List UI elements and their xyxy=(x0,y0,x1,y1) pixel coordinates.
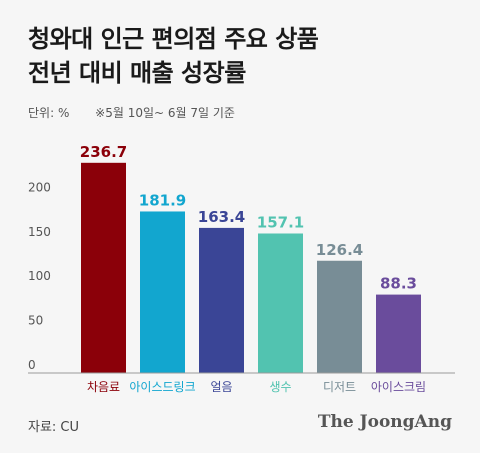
title-line-2: 전년 대비 매출 성장률 xyxy=(28,59,246,87)
bar xyxy=(199,227,244,373)
bar xyxy=(140,211,185,373)
value-label: 157.1 xyxy=(257,213,304,231)
value-label: 163.4 xyxy=(198,208,245,226)
chart-title: 청와대 인근 편의점 주요 상품 전년 대비 매출 성장률 xyxy=(28,22,319,90)
category-label: 아이스드링크 xyxy=(129,380,195,394)
chart-meta: 단위: % ※5월 10일~ 6월 7일 기준 xyxy=(28,104,235,121)
value-label: 126.4 xyxy=(316,241,363,259)
unit-label: 단위: % xyxy=(28,106,70,120)
category-label: 아이스크림 xyxy=(371,380,426,394)
y-tick-label: 0 xyxy=(28,358,36,372)
bar xyxy=(376,294,421,373)
y-tick-label: 200 xyxy=(28,180,51,194)
source-label: 자료: CU xyxy=(28,420,80,435)
date-note: ※5월 10일~ 6월 7일 기준 xyxy=(95,106,235,120)
category-label: 얼음 xyxy=(210,380,232,394)
category-label: 차음료 xyxy=(87,380,120,394)
brand-logo: The JoongAng xyxy=(317,412,452,432)
value-label: 88.3 xyxy=(380,275,417,293)
category-label: 생수 xyxy=(269,380,291,394)
title-line-1: 청와대 인근 편의점 주요 상품 xyxy=(28,25,319,53)
y-tick-label: 100 xyxy=(28,269,51,283)
y-tick-label: 150 xyxy=(28,225,51,239)
bar xyxy=(317,260,362,373)
category-label: 디저트 xyxy=(323,380,356,394)
y-tick-label: 50 xyxy=(28,314,43,328)
bar xyxy=(81,162,126,373)
value-label: 181.9 xyxy=(139,191,186,209)
value-label: 236.7 xyxy=(80,143,127,161)
bar xyxy=(258,233,303,373)
